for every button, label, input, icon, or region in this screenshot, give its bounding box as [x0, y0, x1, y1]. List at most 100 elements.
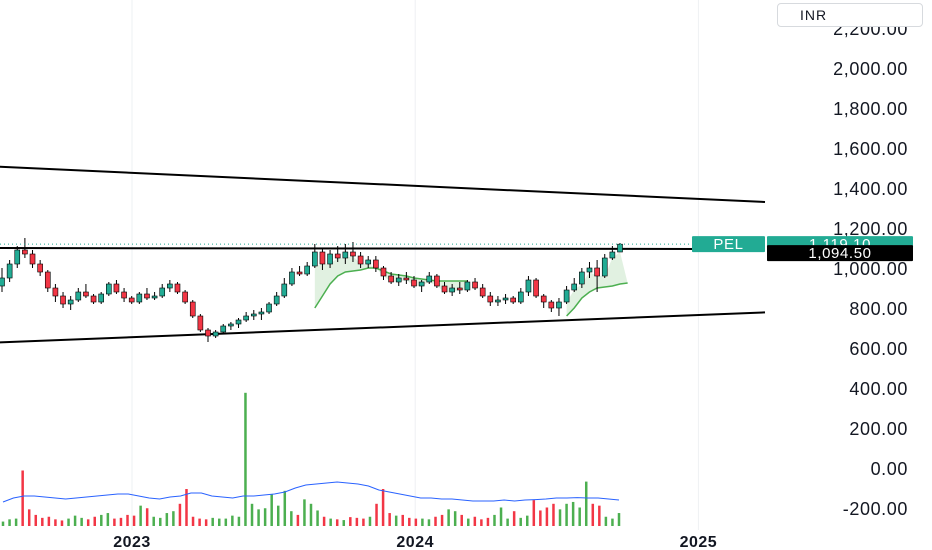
price-axis[interactable]: 2,200.002,000.001,800.001,600.001,400.00…	[833, 19, 908, 519]
candle-body	[258, 311, 265, 315]
candle-body	[388, 275, 394, 283]
candle-body	[289, 271, 295, 285]
y-tick-label: -200.00	[843, 499, 908, 519]
candle	[52, 284, 59, 302]
candle-body	[563, 289, 570, 303]
candle-body	[281, 283, 288, 297]
candlesticks[interactable]	[0, 238, 623, 342]
candle-body	[197, 315, 204, 331]
candle-body	[403, 277, 410, 281]
volume-bar	[434, 516, 437, 526]
volume-bar	[126, 514, 129, 526]
volume-bar	[113, 518, 116, 526]
candle	[342, 244, 349, 264]
candle-body	[472, 281, 478, 289]
trendline	[0, 165, 766, 203]
trendlines[interactable]	[0, 165, 766, 344]
candle	[159, 284, 166, 298]
candle-body	[189, 301, 196, 317]
volume-bar	[440, 514, 444, 526]
volume-bar	[47, 516, 51, 526]
volume-bar	[532, 500, 536, 526]
y-tick-label: 200.00	[849, 419, 908, 439]
time-axis[interactable]: 2023 2024 2025	[113, 534, 717, 550]
volume-bar	[290, 511, 293, 526]
volume-bar	[14, 518, 18, 526]
volume-bar	[322, 516, 326, 526]
volume-bar	[565, 503, 568, 526]
candle-body	[151, 295, 158, 299]
symbol-tag-bg	[692, 236, 765, 253]
volume-bar	[506, 518, 509, 526]
candle	[98, 292, 104, 304]
candle	[90, 294, 97, 304]
candle	[83, 284, 89, 298]
candle-body	[365, 259, 372, 265]
candle	[456, 282, 463, 294]
candle	[434, 274, 440, 288]
volume-bar	[257, 509, 260, 526]
candle-body	[220, 325, 227, 333]
candle-body	[250, 313, 257, 317]
candle-body	[609, 251, 616, 259]
candle	[563, 286, 570, 304]
volume-bar	[224, 518, 228, 526]
volume-bar	[93, 516, 96, 526]
candle	[365, 256, 372, 268]
candle	[395, 274, 402, 286]
candle	[37, 260, 43, 276]
candle	[121, 288, 127, 302]
volume-bar	[512, 511, 516, 526]
candle	[281, 278, 288, 298]
candle-body	[67, 299, 74, 305]
volume-bar	[276, 505, 280, 526]
volume-bar	[283, 490, 287, 526]
candle	[525, 276, 532, 296]
trendline	[0, 247, 766, 251]
volume-bar	[296, 514, 300, 526]
candle	[235, 318, 242, 328]
candle-body	[75, 291, 82, 301]
volume-bar	[362, 518, 365, 526]
candle	[403, 272, 410, 284]
volume-bar	[545, 507, 549, 526]
x-tick-label: 2023	[113, 534, 151, 550]
candle	[197, 314, 204, 332]
volume-bar	[237, 516, 241, 526]
candle-body	[128, 297, 135, 303]
candle-body	[548, 301, 555, 309]
candle-body	[479, 287, 486, 297]
candle	[0, 268, 5, 292]
currency-selector[interactable]: INR	[777, 3, 923, 27]
volume-bar	[27, 509, 31, 526]
x-tick-label: 2024	[396, 534, 434, 550]
vertical-grid	[131, 0, 699, 530]
candle-body	[304, 265, 310, 275]
volume-bar	[191, 516, 195, 526]
volume-bar	[21, 470, 24, 526]
candle	[182, 290, 188, 304]
level-price-tag-text: 1,094.50	[808, 245, 871, 262]
volume-bar	[250, 503, 254, 526]
volume-bar	[60, 520, 64, 526]
y-tick-label: 800.00	[849, 299, 908, 319]
candle	[464, 280, 471, 292]
candle-body	[205, 329, 211, 337]
candle	[426, 272, 433, 284]
volume-bar	[211, 517, 214, 526]
candle-body	[357, 255, 364, 265]
candle	[151, 292, 158, 300]
volume-bar	[204, 519, 208, 526]
volume-bar	[617, 513, 621, 526]
volume-bar	[244, 392, 247, 526]
volume-bar	[355, 517, 359, 526]
candle-body	[174, 283, 181, 293]
candle	[304, 262, 310, 276]
candle	[14, 246, 21, 268]
candle-body	[579, 271, 585, 285]
candle-body	[449, 287, 455, 293]
candle-body	[235, 319, 242, 325]
volume-bar	[375, 503, 378, 526]
currency-label: INR	[800, 7, 828, 23]
